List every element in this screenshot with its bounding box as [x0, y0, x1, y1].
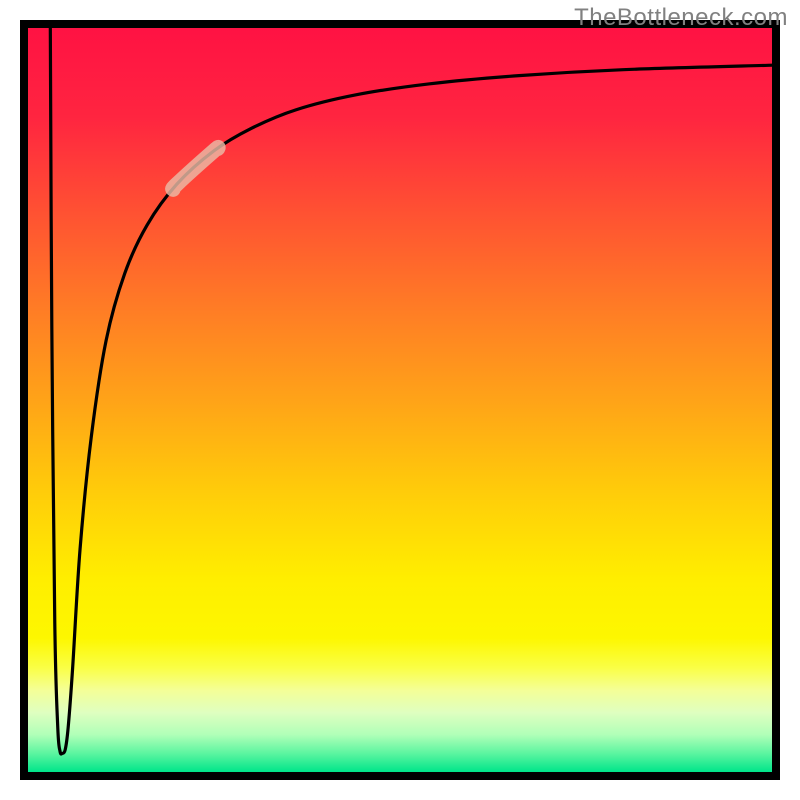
bottleneck-chart: TheBottleneck.com — [0, 0, 800, 800]
chart-svg — [0, 0, 800, 800]
chart-background — [28, 28, 772, 772]
watermark-text: TheBottleneck.com — [574, 4, 788, 32]
